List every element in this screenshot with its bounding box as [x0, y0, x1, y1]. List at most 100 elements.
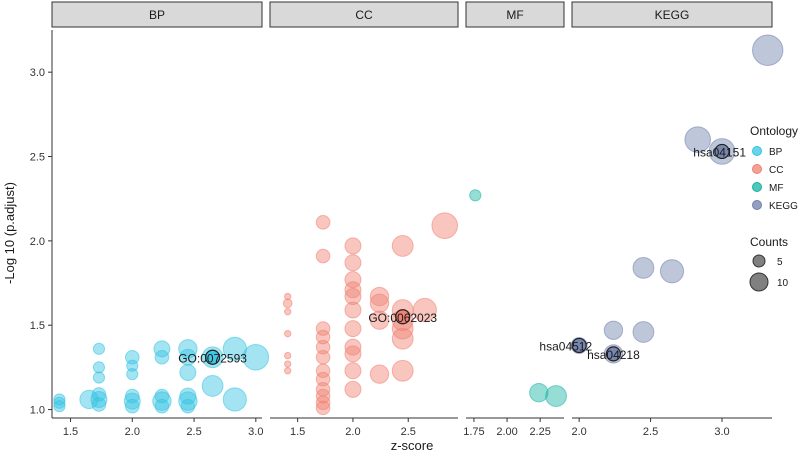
x-tick-label: 2.5: [643, 426, 658, 438]
data-point: [315, 363, 331, 379]
x-tick-label: 2.0: [345, 426, 360, 438]
legend-key-mf: [752, 182, 762, 192]
data-point: [315, 215, 331, 230]
facet-bp: BP 1.5 2.0 2.5 3.0 GO:0072593: [51, 1, 270, 438]
facet-panels: BP 1.5 2.0 2.5 3.0 GO:0072593 CC 1.5 2.0 2.5 GO:00…: [51, 1, 784, 438]
facet-strip-label: BP: [149, 8, 165, 22]
highlighted-point: [395, 309, 411, 325]
data-point: [752, 34, 784, 66]
x-tick-label: 3.0: [248, 426, 263, 438]
data-point: [632, 321, 655, 343]
facet-cc: CC 1.5 2.0 2.5 GO:0062023: [269, 1, 459, 438]
data-point: [179, 348, 197, 366]
y-tick-label: 2.5: [30, 152, 45, 164]
facet-strip-label: CC: [355, 8, 373, 22]
y-axis: 1.0 1.5 2.0 2.5 3.0: [30, 30, 53, 418]
x-axis-title: z-score: [391, 438, 434, 453]
legend: Ontology BP CC MF KEGG Counts 5 10: [749, 124, 798, 292]
facet-strip-bp: [51, 1, 263, 28]
facet-strip-label: MF: [506, 8, 523, 22]
data-point: [344, 301, 362, 319]
legend-label: BP: [769, 147, 783, 158]
highlighted-point: [204, 349, 221, 365]
data-point: [369, 364, 390, 384]
x-tick-label: 2.5: [401, 426, 416, 438]
data-point: [344, 320, 362, 338]
data-point: [369, 293, 390, 313]
data-point: [283, 308, 292, 316]
data-point: [282, 298, 293, 309]
data-point: [469, 189, 482, 202]
data-point: [529, 382, 549, 403]
data-point: [603, 320, 624, 340]
data-point: [632, 256, 655, 279]
data-point: [124, 398, 140, 414]
data-point: [315, 371, 331, 387]
x-tick-label: 1.5: [290, 426, 305, 438]
data-point: [201, 375, 224, 397]
y-tick-label: 1.5: [30, 320, 45, 332]
facet-strip-mf: [465, 1, 565, 28]
legend-label: CC: [769, 165, 783, 176]
x-tick-label: 2.00: [496, 426, 517, 438]
data-point: [315, 321, 331, 336]
y-tick-label: 2.0: [30, 236, 45, 248]
data-point: [179, 363, 197, 381]
data-point: [154, 349, 170, 365]
legend-size-label: 10: [777, 278, 789, 289]
data-point: [123, 392, 141, 410]
data-point: [391, 359, 414, 382]
point-label: hsa04512: [539, 339, 592, 353]
x-tick-label: 1.5: [63, 426, 78, 438]
data-point: [90, 390, 108, 408]
data-point: [391, 235, 414, 257]
data-point: [154, 398, 170, 414]
y-tick-label: 1.0: [30, 405, 45, 417]
data-point: [283, 367, 292, 375]
legend-size-key: [749, 272, 769, 292]
data-point: [222, 387, 247, 412]
data-point: [178, 391, 198, 411]
facet-strip-cc: [269, 1, 459, 28]
data-point: [369, 310, 390, 330]
data-point: [126, 368, 139, 381]
data-point: [153, 340, 171, 358]
point-label: GO:0062023: [368, 311, 437, 325]
data-point: [344, 362, 362, 380]
data-point: [659, 259, 685, 284]
data-point: [283, 292, 292, 301]
data-point: [344, 380, 362, 398]
legend-key-kegg: [752, 200, 762, 210]
x-tick-label: 2.5: [186, 426, 201, 438]
data-point: [124, 388, 140, 404]
x-tick-label: 1.75: [463, 426, 484, 438]
data-point: [92, 371, 106, 384]
data-point: [344, 281, 362, 299]
data-point: [315, 382, 331, 397]
data-point: [91, 387, 107, 402]
highlighted-point: [714, 143, 730, 160]
data-point: [344, 345, 362, 363]
data-point: [53, 393, 66, 406]
legend-key-cc: [752, 164, 762, 174]
point-label: hsa04151: [693, 145, 746, 159]
data-point: [283, 360, 292, 368]
data-point: [92, 342, 106, 355]
data-point: [315, 248, 331, 264]
data-point: [180, 398, 196, 414]
data-point: [344, 338, 362, 356]
highlighted-point: [605, 346, 622, 362]
y-tick-label: 3.0: [30, 67, 45, 79]
data-point: [344, 271, 362, 289]
data-point: [315, 329, 331, 345]
point-label: hsa04218: [587, 348, 640, 362]
data-point: [53, 400, 66, 413]
x-tick-label: 2.25: [529, 426, 550, 438]
x-tick-label: 2.0: [125, 426, 140, 438]
facet-strip-label: KEGG: [655, 8, 690, 22]
legend-title-counts: Counts: [750, 235, 788, 249]
x-tick-label: 2.0: [571, 426, 586, 438]
data-point: [79, 389, 99, 410]
